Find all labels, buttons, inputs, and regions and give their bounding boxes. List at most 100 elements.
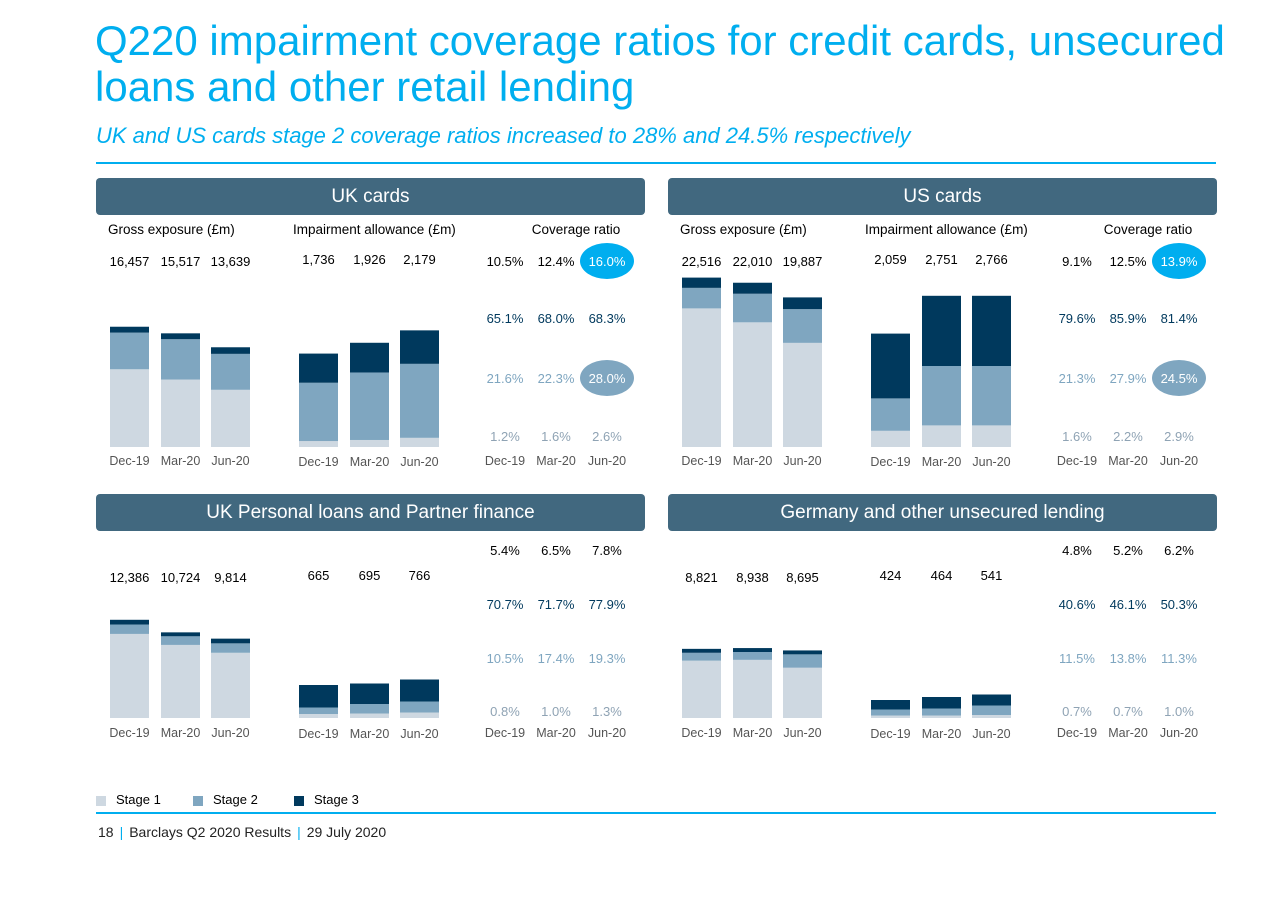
- legend-label: Stage 3: [314, 792, 359, 807]
- coverage-stage3-label: 81.4%: [1161, 311, 1198, 326]
- coverage-highlight-circle: [580, 243, 634, 279]
- gross-bar-stage1-segment: [783, 667, 822, 718]
- gross-total-label: 19,887: [783, 254, 823, 269]
- x-tick-label: Dec-19: [870, 455, 910, 469]
- coverage-stage2-label: 22.3%: [538, 371, 575, 386]
- gross-bar-stage2-segment: [733, 652, 772, 660]
- panel-header-uk-personal-loans: UK Personal loans and Partner finance: [96, 494, 645, 531]
- gross-bar-stage3-segment: [682, 277, 721, 288]
- impairment-total-label: 695: [359, 568, 381, 583]
- coverage-stage1-label: 1.6%: [541, 429, 571, 444]
- footer-separator: |: [297, 824, 301, 840]
- coverage-stage3-label: 46.1%: [1110, 597, 1147, 612]
- gross-total-label: 8,695: [786, 570, 819, 585]
- impairment-bar-stage1-segment: [400, 437, 439, 447]
- coverage-stage1-label: 0.7%: [1062, 704, 1092, 719]
- impairment-total-label: 464: [931, 568, 953, 583]
- coverage-stage1-label: 1.0%: [541, 704, 571, 719]
- page-title: Q220 impairment coverage ratios for cred…: [95, 17, 1225, 110]
- impairment-bar-stage2-segment: [871, 398, 910, 431]
- coverage-total-label: 5.2%: [1113, 543, 1143, 558]
- coverage-stage2-label: 21.3%: [1059, 371, 1096, 386]
- x-tick-label: Jun-20: [1160, 454, 1198, 468]
- coverage-stage1-label: 2.2%: [1113, 429, 1143, 444]
- x-tick-label: Dec-19: [109, 454, 149, 468]
- gross-bar-stage1-segment: [110, 633, 149, 718]
- gross-bar-stage3-segment: [783, 297, 822, 310]
- coverage-stage3-label: 71.7%: [538, 597, 575, 612]
- gross-bar-stage2-segment: [682, 287, 721, 309]
- gross-total-label: 9,814: [214, 570, 247, 585]
- gross-bar-stage3-segment: [682, 648, 721, 653]
- coverage-stage1-label: 1.2%: [490, 429, 520, 444]
- gross-bar-stage2-segment: [733, 293, 772, 323]
- impairment-bar-stage2-segment: [922, 366, 961, 426]
- column-label-gross: Gross exposure (£m): [680, 222, 807, 237]
- gross-total-label: 8,938: [736, 570, 769, 585]
- gross-bar-stage1-segment: [783, 342, 822, 447]
- impairment-total-label: 1,736: [302, 252, 335, 267]
- coverage-stage1-label: 1.0%: [1164, 704, 1194, 719]
- legend-item-stage3: Stage 3: [294, 792, 359, 807]
- gross-bar-stage2-segment: [161, 636, 200, 645]
- x-tick-label: Mar-20: [922, 455, 962, 469]
- x-tick-label: Jun-20: [400, 455, 438, 469]
- x-tick-label: Mar-20: [350, 727, 390, 741]
- gross-bar-stage1-segment: [161, 379, 200, 447]
- impairment-bar-stage2-segment: [350, 372, 389, 440]
- impairment-bar-stage3-segment: [299, 685, 338, 708]
- gross-bar-stage2-segment: [110, 624, 149, 634]
- impairment-total-label: 2,059: [874, 252, 907, 267]
- gross-bar-stage1-segment: [682, 660, 721, 718]
- gross-bar-stage2-segment: [682, 652, 721, 661]
- x-tick-label: Jun-20: [972, 455, 1010, 469]
- coverage-stage3-label: 50.3%: [1161, 597, 1198, 612]
- gross-bar-stage1-segment: [211, 389, 250, 447]
- footer-date: 29 July 2020: [306, 824, 387, 840]
- gross-total-label: 10,724: [161, 570, 201, 585]
- impairment-bar-stage1-segment: [350, 713, 389, 718]
- gross-bar-stage1-segment: [733, 322, 772, 447]
- x-tick-label: Dec-19: [298, 727, 338, 741]
- x-tick-label: Jun-20: [400, 727, 438, 741]
- coverage-stage2-label: 19.3%: [589, 651, 626, 666]
- coverage-highlight-circle: [1152, 360, 1206, 396]
- impairment-bar-stage1-segment: [871, 430, 910, 447]
- page-number: 18: [98, 824, 114, 840]
- gross-total-label: 15,517: [161, 254, 201, 269]
- x-tick-label: Mar-20: [922, 727, 962, 741]
- impairment-bar-stage3-segment: [299, 353, 338, 383]
- gross-total-label: 22,516: [682, 254, 722, 269]
- coverage-stage2-label: 17.4%: [538, 651, 575, 666]
- footer-doc-title: Barclays Q2 2020 Results: [129, 824, 292, 840]
- gross-bar-stage3-segment: [161, 333, 200, 340]
- impairment-bar-stage1-segment: [299, 714, 338, 718]
- coverage-stage2-label: 11.3%: [1161, 651, 1197, 666]
- gross-bar-stage3-segment: [733, 282, 772, 294]
- gross-total-label: 13,639: [211, 254, 251, 269]
- impairment-total-label: 2,751: [925, 252, 958, 267]
- impairment-bar-stage1-segment: [871, 715, 910, 718]
- x-tick-label: Dec-19: [485, 726, 525, 740]
- impairment-bar-stage2-segment: [350, 704, 389, 714]
- coverage-stage3-label: 40.6%: [1059, 597, 1096, 612]
- x-tick-label: Jun-20: [1160, 726, 1198, 740]
- coverage-highlight-circle: [580, 360, 634, 396]
- gross-bar-stage3-segment: [733, 648, 772, 652]
- x-tick-label: Jun-20: [588, 726, 626, 740]
- coverage-stage2-label: 10.5%: [487, 651, 524, 666]
- coverage-total-label: 9.1%: [1062, 254, 1092, 269]
- coverage-stage2-label: 28.0%: [589, 371, 626, 386]
- impairment-total-label: 766: [409, 568, 431, 583]
- gross-total-label: 12,386: [110, 570, 150, 585]
- coverage-stage3-label: 85.9%: [1110, 311, 1147, 326]
- coverage-total-label: 6.2%: [1164, 543, 1194, 558]
- legend-swatch-stage1: [96, 795, 106, 806]
- gross-bar-stage2-segment: [110, 332, 149, 370]
- impairment-bar-stage3-segment: [972, 295, 1011, 366]
- x-tick-label: Dec-19: [298, 455, 338, 469]
- legend-label: Stage 2: [213, 792, 258, 807]
- impairment-bar-stage1-segment: [972, 715, 1011, 718]
- panel-header-uk-cards: UK cards: [96, 178, 645, 215]
